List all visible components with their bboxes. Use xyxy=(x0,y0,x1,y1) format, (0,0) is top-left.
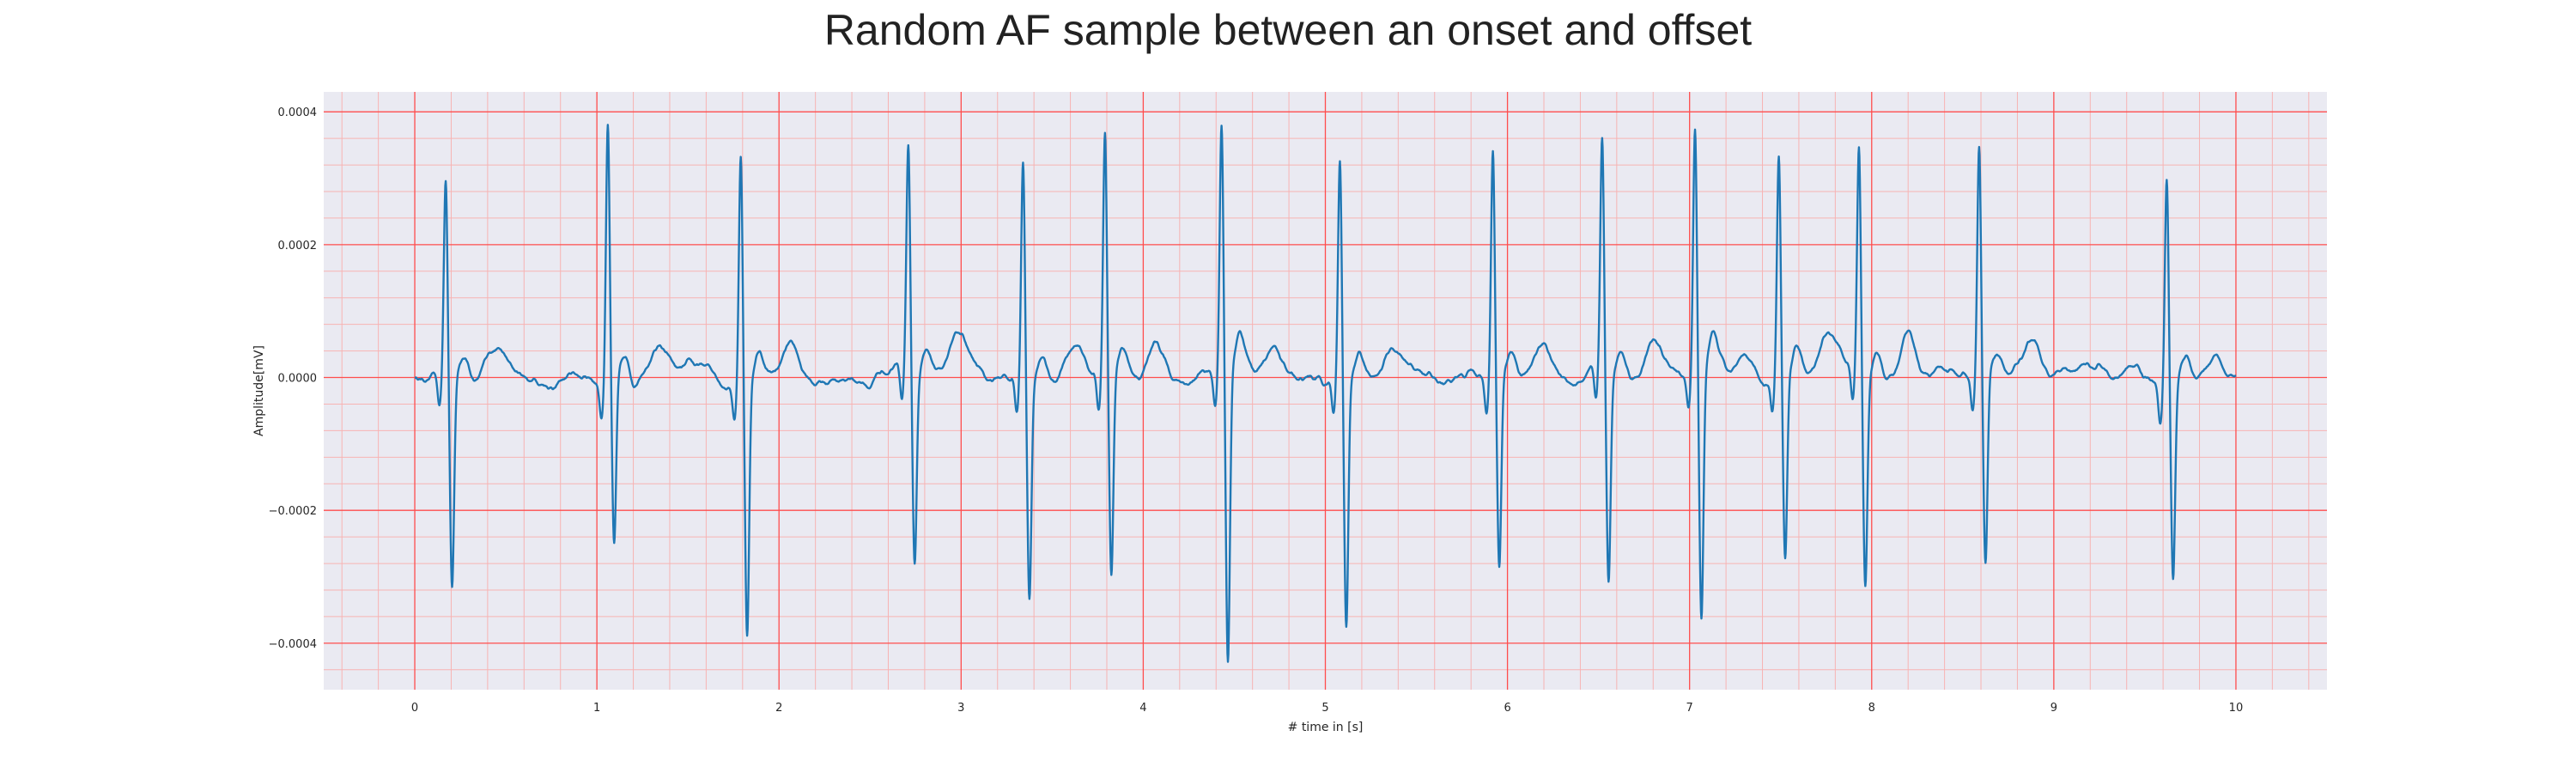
y-tick-label: −0.0004 xyxy=(269,638,317,651)
ecg-signal-line xyxy=(414,124,2237,663)
x-tick-label: 1 xyxy=(593,702,600,715)
y-axis-ticks: 0.0004 0.0002 0.0000 −0.0002 −0.0004 xyxy=(269,107,317,651)
x-tick-label: 0 xyxy=(411,702,418,715)
chart-title: Random AF sample between an onset and of… xyxy=(823,6,1753,54)
x-tick-label: 5 xyxy=(1321,702,1328,715)
x-tick-label: 4 xyxy=(1139,702,1146,715)
y-tick-label: 0.0004 xyxy=(278,107,318,119)
x-tick-label: 3 xyxy=(957,702,964,715)
x-axis-ticks: 0 1 2 3 4 5 6 7 8 9 10 xyxy=(411,702,2243,715)
x-tick-label: 10 xyxy=(2229,702,2244,715)
x-tick-label: 9 xyxy=(2050,702,2057,715)
y-axis-label: Amplitude[mV] xyxy=(252,345,266,436)
x-tick-label: 7 xyxy=(1686,702,1693,715)
y-tick-label: 0.0002 xyxy=(278,240,318,253)
y-tick-label: −0.0002 xyxy=(269,505,317,518)
x-tick-label: 8 xyxy=(1868,702,1875,715)
x-tick-label: 6 xyxy=(1504,702,1510,715)
y-tick-label: 0.0000 xyxy=(278,373,318,386)
x-axis-label: # time in [s] xyxy=(1288,721,1364,734)
x-tick-label: 2 xyxy=(775,702,782,715)
